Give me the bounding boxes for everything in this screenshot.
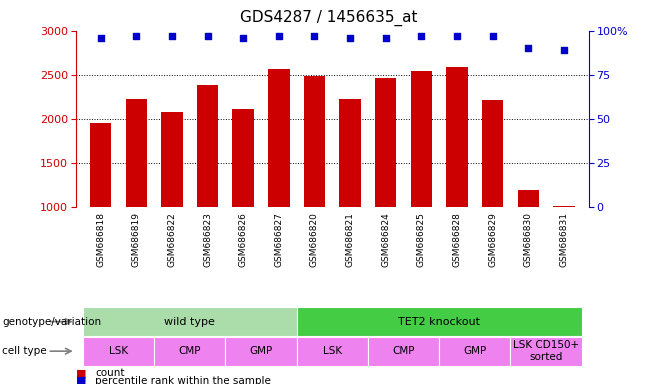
- Bar: [232, 109, 254, 207]
- Bar: [225, 337, 297, 366]
- Point: [345, 35, 355, 41]
- Bar: [126, 99, 147, 207]
- Point: [202, 33, 213, 39]
- Point: [238, 35, 249, 41]
- Point: [488, 33, 498, 39]
- Text: GDS4287 / 1456635_at: GDS4287 / 1456635_at: [240, 10, 418, 26]
- Text: percentile rank within the sample: percentile rank within the sample: [95, 376, 271, 384]
- Text: LSK: LSK: [109, 346, 128, 356]
- Bar: [297, 307, 582, 336]
- Point: [523, 45, 534, 51]
- Text: wild type: wild type: [164, 316, 215, 327]
- Bar: [297, 337, 368, 366]
- Text: GSM686831: GSM686831: [559, 212, 569, 267]
- Point: [95, 35, 106, 41]
- Text: genotype/variation: genotype/variation: [2, 317, 101, 327]
- Text: GSM686824: GSM686824: [381, 212, 390, 267]
- Text: GMP: GMP: [463, 346, 486, 356]
- Bar: [154, 337, 225, 366]
- Text: CMP: CMP: [392, 346, 415, 356]
- Point: [380, 35, 391, 41]
- Bar: [375, 78, 396, 207]
- Text: CMP: CMP: [178, 346, 201, 356]
- Text: GSM686829: GSM686829: [488, 212, 497, 267]
- Bar: [83, 337, 154, 366]
- Text: GSM686818: GSM686818: [96, 212, 105, 267]
- Text: ■: ■: [76, 368, 86, 378]
- Text: GSM686822: GSM686822: [167, 212, 176, 267]
- Bar: [83, 307, 297, 336]
- Text: count: count: [95, 368, 125, 378]
- Text: GMP: GMP: [249, 346, 272, 356]
- Text: GSM686826: GSM686826: [239, 212, 247, 267]
- Text: ■: ■: [76, 376, 86, 384]
- Text: GSM686820: GSM686820: [310, 212, 319, 267]
- Bar: [161, 112, 183, 207]
- Point: [559, 47, 569, 53]
- Bar: [482, 101, 503, 207]
- Point: [452, 33, 463, 39]
- Text: cell type: cell type: [2, 346, 47, 356]
- Text: GSM686823: GSM686823: [203, 212, 212, 267]
- Point: [131, 33, 141, 39]
- Bar: [90, 123, 111, 207]
- Text: GSM686819: GSM686819: [132, 212, 141, 267]
- Bar: [553, 205, 574, 207]
- Text: GSM686821: GSM686821: [345, 212, 355, 267]
- Bar: [446, 67, 468, 207]
- Text: LSK CD150+
sorted: LSK CD150+ sorted: [513, 340, 579, 362]
- Bar: [197, 86, 218, 207]
- Bar: [518, 190, 539, 207]
- Bar: [511, 337, 582, 366]
- Bar: [304, 76, 325, 207]
- Text: GSM686825: GSM686825: [417, 212, 426, 267]
- Point: [274, 33, 284, 39]
- Bar: [440, 337, 511, 366]
- Text: GSM686830: GSM686830: [524, 212, 533, 267]
- Point: [309, 33, 320, 39]
- Point: [416, 33, 426, 39]
- Text: GSM686828: GSM686828: [453, 212, 461, 267]
- Text: GSM686827: GSM686827: [274, 212, 284, 267]
- Text: TET2 knockout: TET2 knockout: [398, 316, 480, 327]
- Point: [166, 33, 177, 39]
- Bar: [268, 69, 290, 207]
- Bar: [411, 71, 432, 207]
- Bar: [368, 337, 440, 366]
- Bar: [340, 99, 361, 207]
- Text: LSK: LSK: [322, 346, 342, 356]
